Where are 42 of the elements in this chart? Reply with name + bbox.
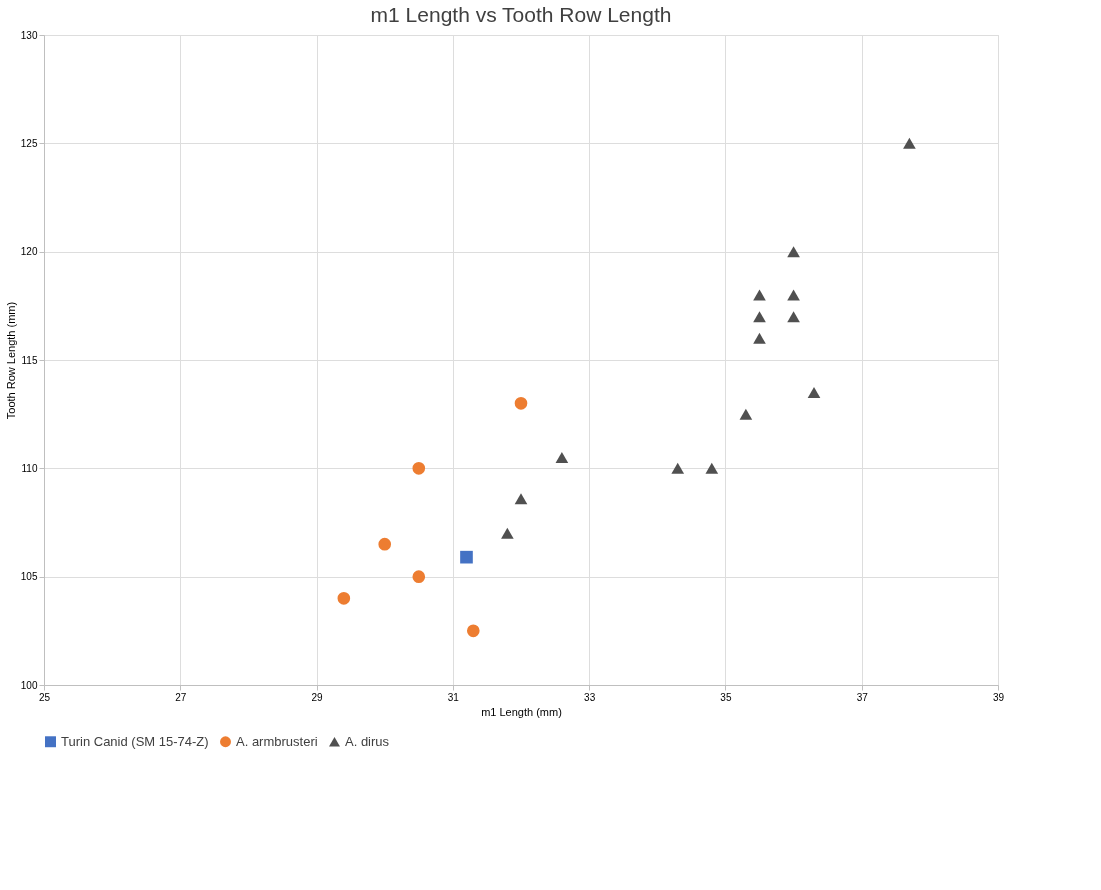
point: [671, 462, 685, 474]
x-tick-label: 29: [311, 691, 324, 703]
point: [787, 289, 800, 301]
point: [739, 408, 753, 420]
point: [378, 537, 392, 551]
point: [460, 550, 473, 564]
chart-title: m1 Length vs Tooth Row Length: [370, 3, 672, 26]
x-tick-label: 35: [720, 691, 732, 703]
y-tick-label: 110: [21, 462, 38, 474]
x-tick-label: 39: [992, 691, 1005, 703]
point: [807, 387, 821, 398]
point: [787, 311, 800, 323]
x-tick-label: 25: [38, 691, 51, 703]
y-tick-label: 105: [20, 571, 38, 583]
point: [337, 592, 351, 605]
point: [705, 462, 719, 474]
y-axis-title: Tooth Row Length (mm): [4, 301, 17, 420]
point: [412, 570, 426, 583]
x-tick-label: 27: [175, 691, 187, 703]
y-tick-label: 125: [20, 137, 38, 149]
point: [501, 527, 514, 539]
point: [555, 452, 569, 463]
x-tick-label: 31: [447, 691, 460, 703]
point: [466, 624, 480, 638]
point: [753, 332, 766, 344]
point: [514, 493, 528, 505]
point: [753, 289, 766, 301]
point: [514, 397, 528, 410]
y-tick-label: 120: [20, 246, 38, 258]
y-tick-label: 100: [20, 679, 38, 691]
y-tick-label: 115: [21, 354, 38, 366]
x-tick-label: 33: [584, 691, 596, 703]
point: [787, 246, 800, 258]
legend-label: Turin Canid (SM 15-74-Z): [61, 733, 209, 749]
legend-label: A. armbrusteri: [236, 733, 318, 749]
point: [412, 462, 426, 475]
x-tick-label: 37: [856, 691, 869, 703]
point: [903, 137, 916, 149]
point: [753, 311, 766, 323]
x-axis-title: m1 Length (mm): [481, 705, 562, 718]
y-tick-label: 130: [20, 29, 38, 41]
legend-label: A. dirus: [345, 733, 390, 749]
